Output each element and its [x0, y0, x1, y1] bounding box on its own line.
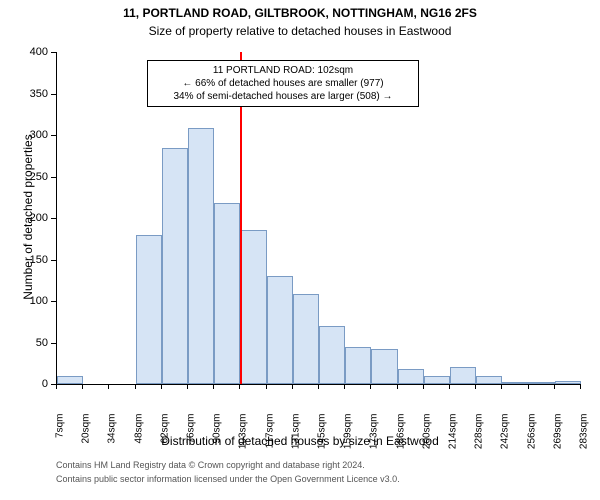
xtick-mark: [397, 384, 398, 389]
xtick-mark: [266, 384, 267, 389]
bar: [319, 326, 345, 384]
bar: [240, 230, 266, 384]
ytick-label: 100: [0, 295, 48, 307]
bar: [214, 203, 240, 384]
callout-line-1: 11 PORTLAND ROAD: 102sqm: [154, 64, 412, 77]
xtick-mark: [108, 384, 109, 389]
xtick-mark: [423, 384, 424, 389]
footer-line-1: Contains HM Land Registry data © Crown c…: [56, 460, 365, 470]
bar: [371, 349, 397, 384]
ytick-label: 0: [0, 378, 48, 390]
xtick-mark: [292, 384, 293, 389]
x-axis-label: Distribution of detached houses by size …: [0, 434, 600, 448]
xtick-mark: [161, 384, 162, 389]
bar: [555, 381, 581, 384]
xtick-mark: [580, 384, 581, 389]
bar: [57, 376, 83, 384]
xtick-mark: [187, 384, 188, 389]
xtick-mark: [554, 384, 555, 389]
xtick-mark: [501, 384, 502, 389]
xtick-mark: [344, 384, 345, 389]
bar: [398, 369, 424, 384]
bar: [424, 376, 450, 384]
bar: [502, 382, 528, 384]
bar: [136, 235, 162, 384]
xtick-mark: [449, 384, 450, 389]
bar: [267, 276, 293, 384]
xtick-mark: [239, 384, 240, 389]
bar: [450, 367, 476, 384]
bar: [345, 347, 371, 384]
chart-title-2: Size of property relative to detached ho…: [0, 24, 600, 38]
footer-line-2: Contains public sector information licen…: [56, 474, 400, 484]
ytick-label: 150: [0, 254, 48, 266]
xtick-mark: [135, 384, 136, 389]
ytick-label: 300: [0, 129, 48, 141]
ytick-label: 350: [0, 88, 48, 100]
xtick-mark: [213, 384, 214, 389]
xtick-mark: [82, 384, 83, 389]
bar: [188, 128, 214, 384]
ytick-label: 400: [0, 46, 48, 58]
ytick-label: 200: [0, 212, 48, 224]
bar: [529, 382, 555, 384]
xtick-mark: [56, 384, 57, 389]
xtick-mark: [370, 384, 371, 389]
xtick-mark: [475, 384, 476, 389]
chart-container: 11, PORTLAND ROAD, GILTBROOK, NOTTINGHAM…: [0, 0, 600, 500]
bar: [476, 376, 502, 384]
bar: [162, 148, 188, 384]
plot-area: 11 PORTLAND ROAD: 102sqm ← 66% of detach…: [56, 52, 581, 385]
callout-line-2: ← 66% of detached houses are smaller (97…: [154, 77, 412, 90]
bar: [293, 294, 319, 384]
xtick-mark: [528, 384, 529, 389]
xtick-mark: [318, 384, 319, 389]
callout-box: 11 PORTLAND ROAD: 102sqm ← 66% of detach…: [147, 60, 419, 107]
ytick-label: 50: [0, 337, 48, 349]
ytick-label: 250: [0, 171, 48, 183]
chart-title-1: 11, PORTLAND ROAD, GILTBROOK, NOTTINGHAM…: [0, 6, 600, 20]
callout-line-3: 34% of semi-detached houses are larger (…: [154, 90, 412, 103]
